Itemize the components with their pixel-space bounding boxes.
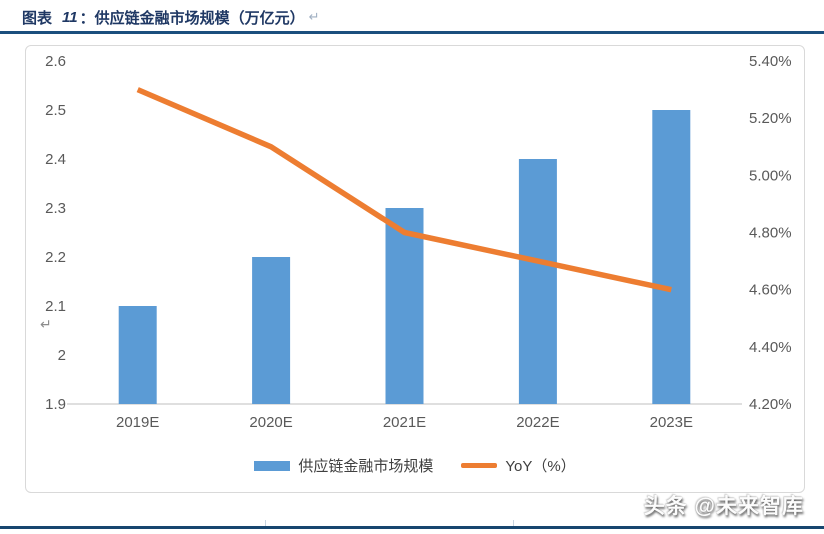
legend-line-label: YoY（%） — [505, 458, 576, 475]
left-axis-tick: 2.4 — [45, 151, 66, 168]
left-axis-tick: 2 — [58, 347, 66, 364]
cell-boundary-mark — [265, 520, 266, 526]
left-axis-tick: 2.1 — [45, 298, 66, 315]
x-axis-label: 2023E — [650, 414, 693, 431]
x-axis-label: 2021E — [383, 414, 426, 431]
figure-caption-label: 图表 — [22, 9, 53, 27]
legend-bar-label: 供应链金融市场规模 — [298, 458, 434, 475]
watermark: 头条 @未来智库 — [643, 495, 804, 518]
right-axis-tick: 5.00% — [749, 167, 792, 184]
title-divider — [0, 31, 824, 34]
left-axis-tick: 1.9 — [45, 396, 66, 413]
left-axis-tick: 2.2 — [45, 249, 66, 266]
right-axis-tick: 5.40% — [749, 53, 792, 70]
figure-caption: 图表 11 ： 供应链金融市场规模（万亿元） ↵ — [22, 5, 320, 29]
bottom-divider — [0, 526, 824, 529]
combo-chart: 2.6 2.5 2.4 2.3 2.2 2.1 2 1.9 ↵ 5.40% 5.20% 5.00% 4.… — [40, 53, 792, 431]
x-axis-label: 2019E — [116, 414, 159, 431]
yoy-line — [136, 87, 672, 293]
cell-boundary-mark — [513, 520, 514, 526]
chart-legend: 供应链金融市场规模 YoY（%） — [26, 455, 804, 476]
bar-2023E — [652, 110, 691, 404]
bar-2020E — [252, 257, 291, 404]
x-axis-label: 2022E — [516, 414, 559, 431]
left-axis-tick: 2.6 — [45, 53, 66, 70]
bar-2021E — [385, 208, 424, 404]
figure-number: 11 — [62, 8, 78, 26]
axis-return-mark: ↵ — [40, 316, 52, 332]
right-axis-tick: 4.40% — [749, 339, 792, 356]
right-axis-tick: 4.60% — [749, 282, 792, 299]
bar-2019E — [118, 306, 157, 404]
x-axis-label: 2020E — [249, 414, 292, 431]
figure-title: 供应链金融市场规模（万亿元） — [94, 9, 305, 27]
legend-line-swatch — [461, 463, 498, 468]
legend-bar-swatch — [254, 460, 291, 471]
right-axis-tick: 5.20% — [749, 110, 792, 127]
right-axis-tick: 4.20% — [749, 396, 792, 413]
left-axis-tick: 2.3 — [45, 200, 66, 217]
paragraph-return-mark: ↵ — [308, 9, 320, 24]
left-axis-tick: 2.5 — [45, 102, 66, 119]
bar-2022E — [518, 159, 557, 404]
chart-container: 2.6 2.5 2.4 2.3 2.2 2.1 2 1.9 ↵ 5.40% 5.20% 5.00% 4.… — [25, 45, 805, 493]
right-axis-tick: 4.80% — [749, 225, 792, 242]
figure-caption-separator: ： — [79, 9, 95, 27]
